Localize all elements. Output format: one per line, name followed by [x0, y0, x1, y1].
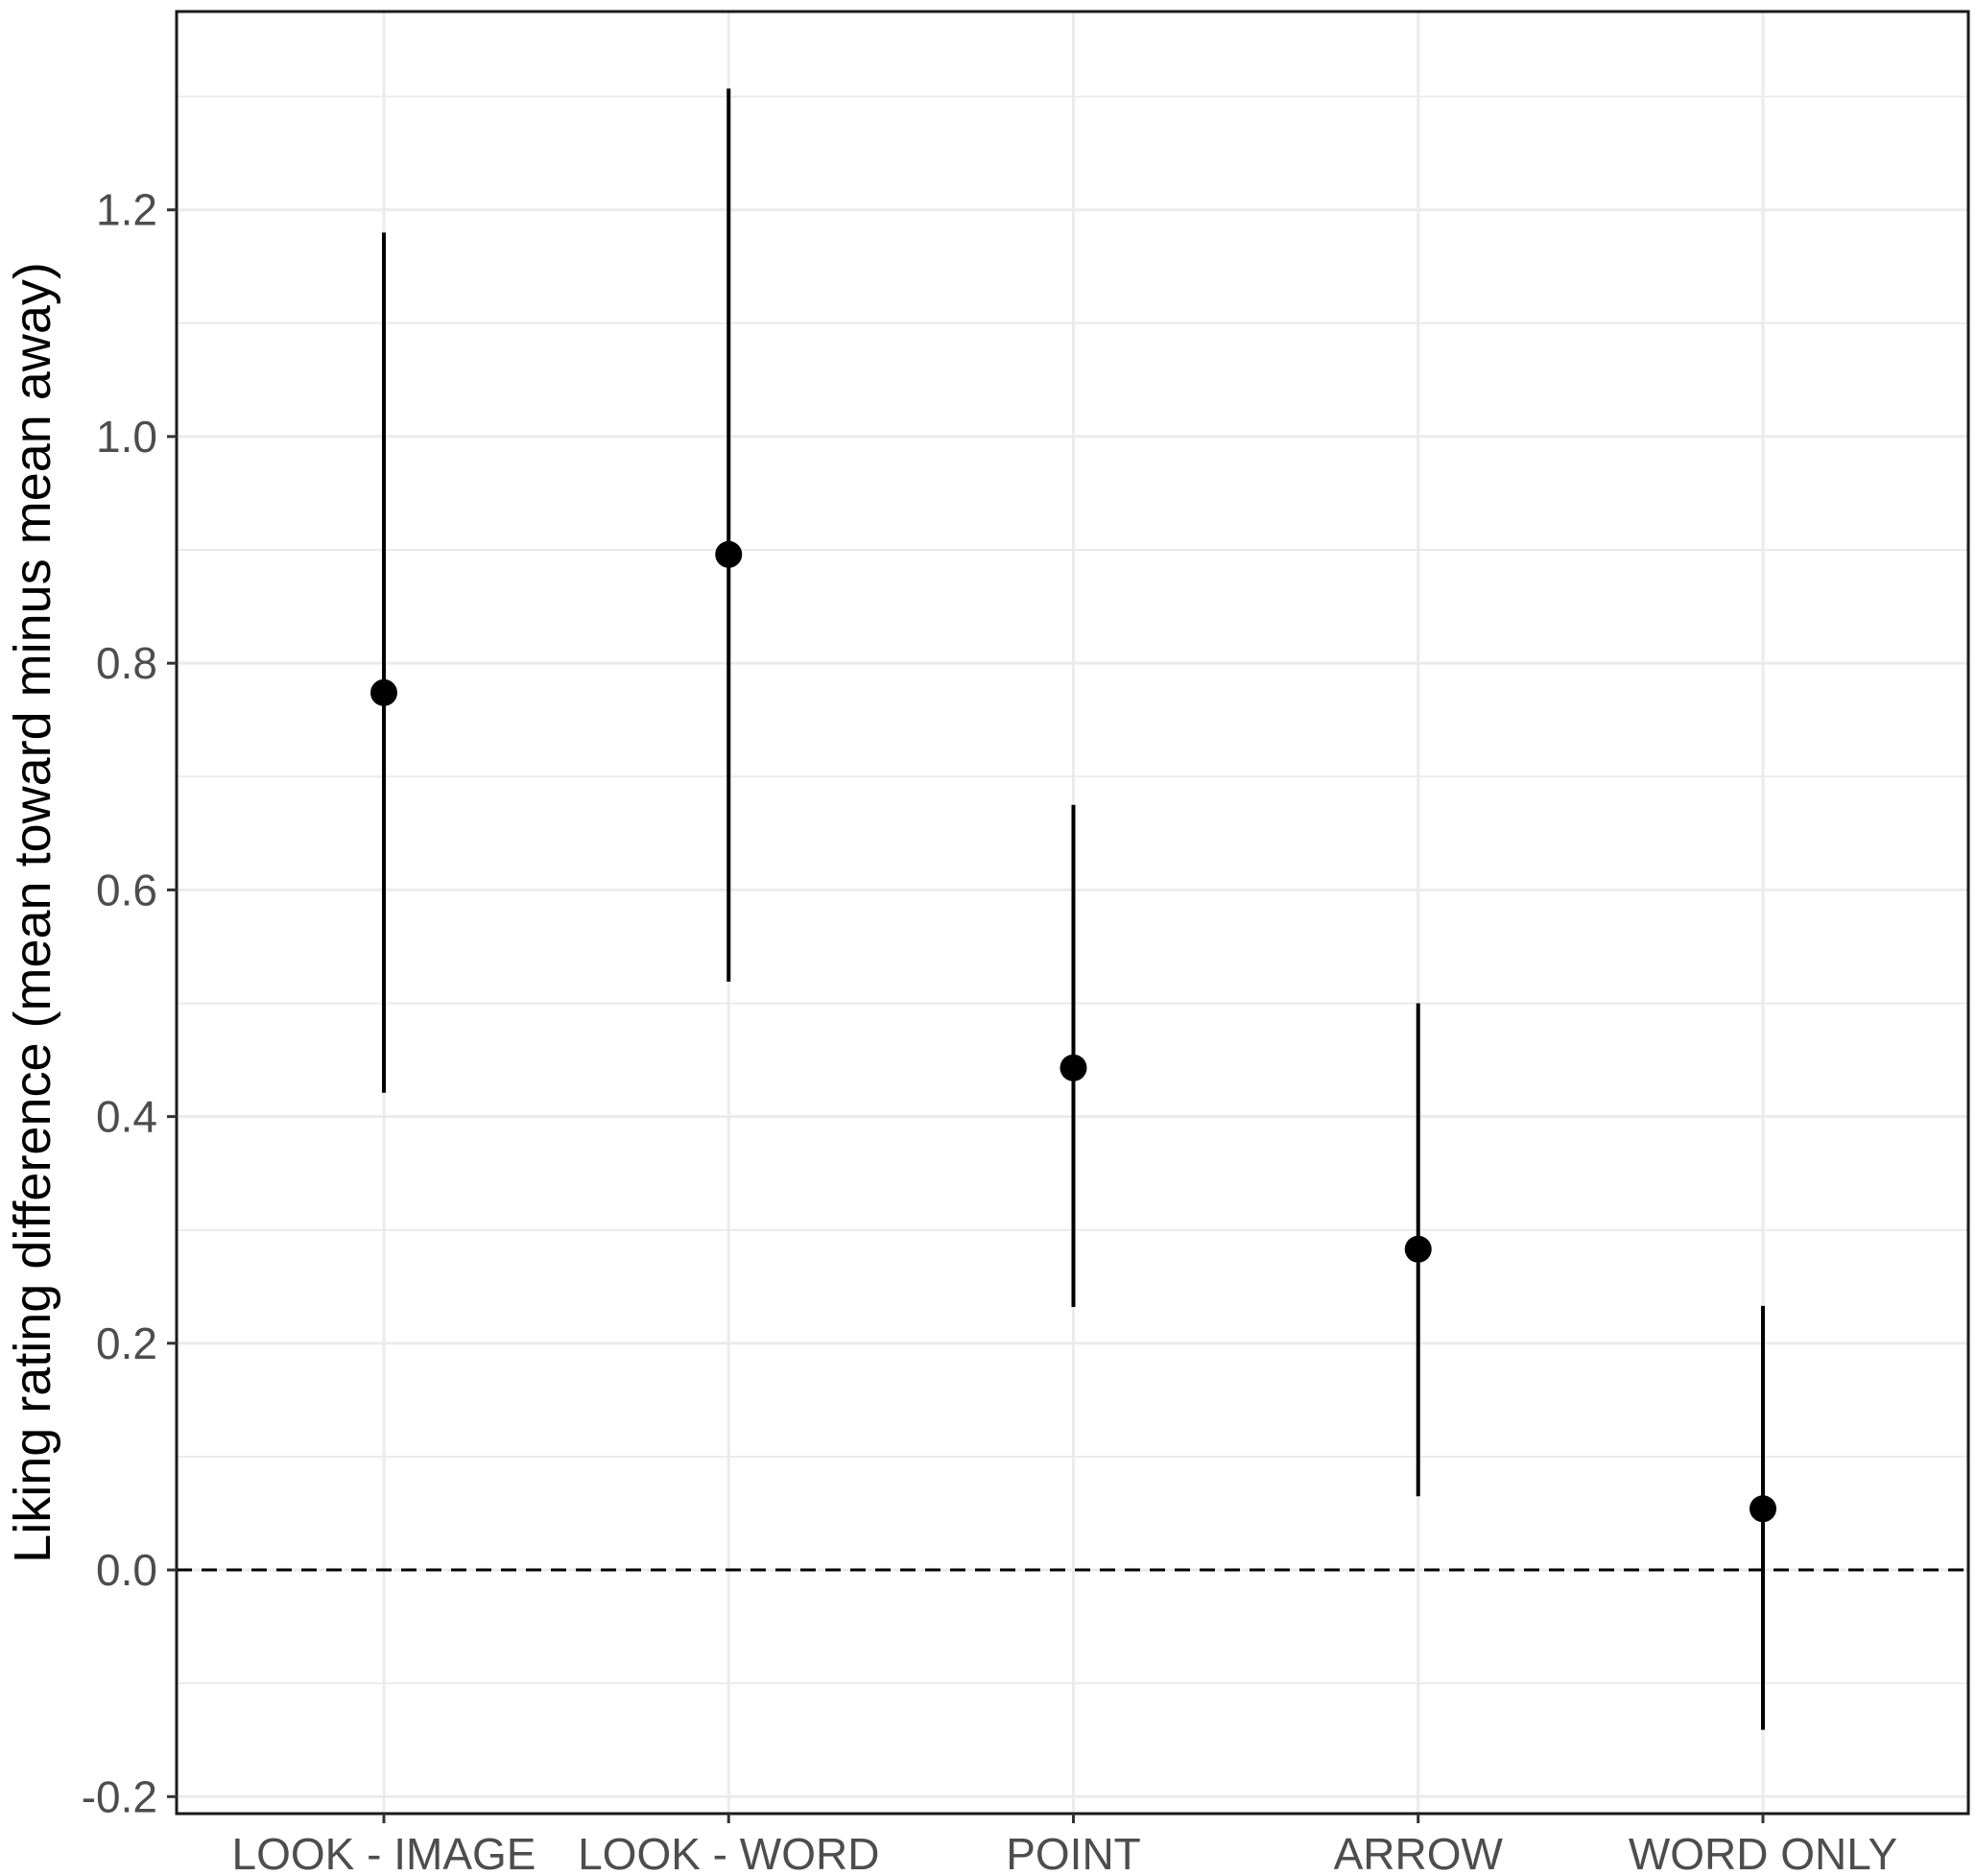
y-tick-label: 1.2 — [96, 185, 157, 235]
x-tick-label: POINT — [1006, 1829, 1141, 1876]
data-point — [1750, 1495, 1776, 1523]
y-tick-label: 0.6 — [96, 865, 157, 914]
y-tick-label: 0.2 — [96, 1318, 157, 1368]
x-tick-label: LOOK - WORD — [578, 1829, 879, 1876]
y-tick-label: -0.2 — [82, 1771, 157, 1821]
y-axis-title: Liking rating difference (mean toward mi… — [4, 262, 61, 1563]
y-tick-label: 1.0 — [96, 412, 157, 462]
y-tick-label: 0.0 — [96, 1545, 157, 1595]
data-point — [1059, 1054, 1087, 1081]
x-tick-label: LOOK - IMAGE — [232, 1829, 536, 1876]
data-point — [370, 678, 397, 706]
x-tick-label: WORD ONLY — [1629, 1829, 1897, 1876]
y-tick-label: 0.8 — [96, 638, 157, 688]
data-point — [715, 540, 743, 568]
y-axis: -0.2 0.0 0.2 0.4 0.6 0.8 1.0 1.2 — [82, 185, 177, 1821]
data-marks — [370, 88, 1776, 1730]
x-axis: LOOK - IMAGE LOOK - WORD POINT ARROW WORD ON… — [232, 1814, 1897, 1876]
y-tick-label: 0.4 — [96, 1092, 157, 1142]
data-point — [1404, 1235, 1432, 1263]
x-tick-label: ARROW — [1334, 1829, 1504, 1876]
